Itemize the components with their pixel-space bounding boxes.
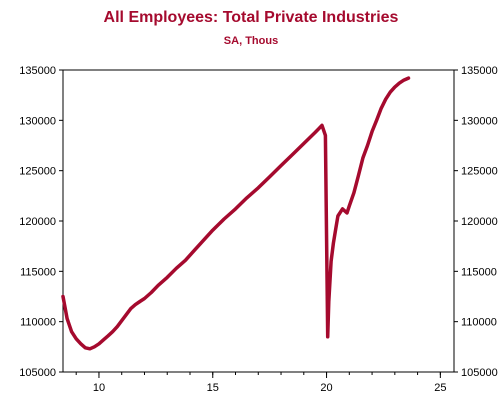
chart-title: All Employees: Total Private Industries [104, 9, 399, 26]
y-tick-label-right: 125000 [461, 166, 498, 178]
y-tick-label-left: 135000 [19, 65, 56, 77]
chart-subtitle: SA, Thous [224, 35, 278, 47]
y-tick-label-right: 110000 [461, 317, 497, 329]
y-tick-label-right: 105000 [461, 367, 498, 379]
y-tick-label-right: 115000 [461, 266, 497, 278]
y-tick-label-right: 135000 [461, 65, 498, 77]
left-y-axis: 105000 110000 115000 120000 125000 130000 1350… [19, 65, 63, 379]
y-tick-label-right: 120000 [461, 216, 498, 228]
y-tick-label-left: 120000 [19, 216, 56, 228]
y-tick-label-left: 110000 [20, 317, 56, 329]
plot-area [62, 69, 455, 373]
y-tick-label-right: 130000 [461, 115, 498, 127]
x-tick-label: 25 [434, 382, 446, 394]
x-tick-label: 20 [320, 382, 332, 394]
y-tick-label-left: 130000 [19, 115, 56, 127]
y-tick-label-left: 105000 [19, 367, 56, 379]
x-axis: 10 15 20 25 [75, 372, 446, 394]
y-tick-label-left: 125000 [19, 166, 56, 178]
series-line [61, 76, 411, 351]
x-tick-label: 10 [93, 382, 105, 394]
x-tick-label: 15 [207, 382, 219, 394]
right-y-axis: 105000 110000 115000 120000 125000 130000 1350… [454, 65, 498, 379]
y-tick-label-left: 115000 [20, 266, 56, 278]
